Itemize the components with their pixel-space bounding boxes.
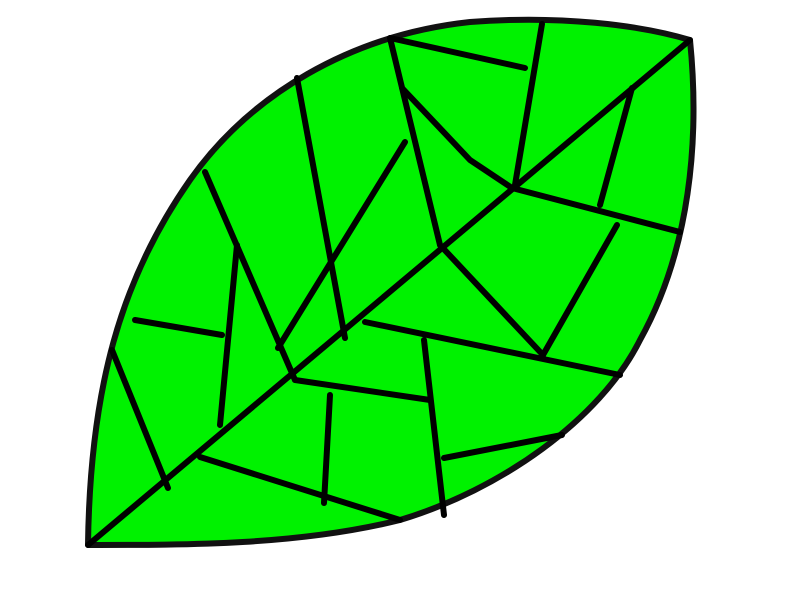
vein bbox=[321, 392, 333, 506]
vein bbox=[437, 242, 546, 358]
midrib-vein bbox=[85, 37, 693, 548]
vein bbox=[399, 85, 515, 191]
vein bbox=[387, 35, 528, 71]
vein bbox=[441, 432, 565, 461]
vein bbox=[217, 242, 240, 428]
vein bbox=[202, 169, 298, 383]
leaf-veins bbox=[85, 21, 693, 548]
vein bbox=[275, 139, 408, 351]
vein bbox=[509, 185, 683, 235]
vein bbox=[109, 347, 171, 491]
vein bbox=[387, 35, 443, 248]
vein bbox=[362, 319, 623, 378]
vein bbox=[512, 21, 545, 188]
vein bbox=[197, 454, 403, 523]
vein bbox=[421, 337, 447, 518]
vein bbox=[292, 377, 433, 403]
vein bbox=[597, 85, 635, 208]
vein bbox=[294, 75, 348, 341]
vein bbox=[132, 317, 225, 338]
vein bbox=[540, 222, 620, 358]
